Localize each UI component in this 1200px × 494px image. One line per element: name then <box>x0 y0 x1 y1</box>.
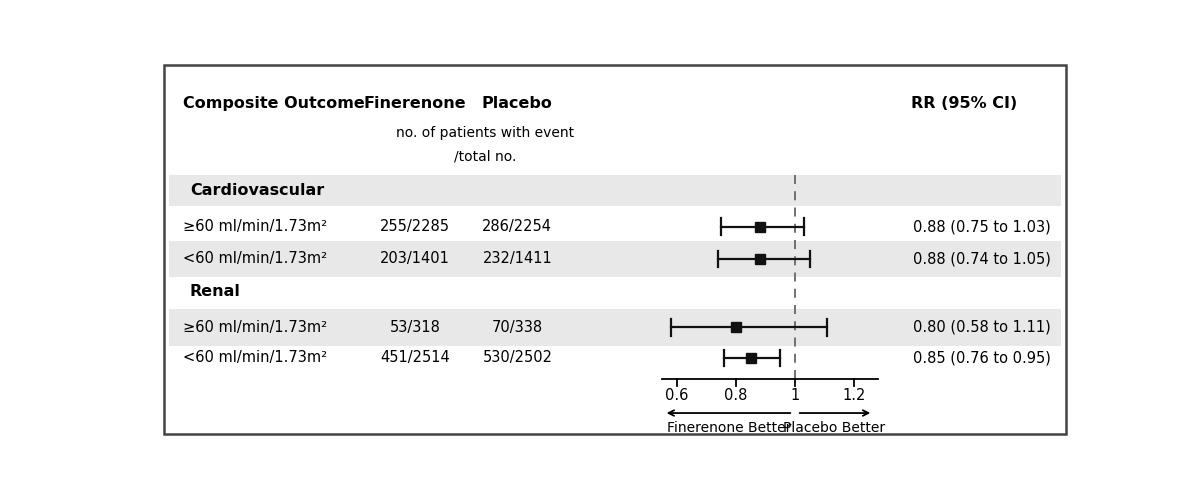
Text: 0.6: 0.6 <box>665 388 689 404</box>
Text: 286/2254: 286/2254 <box>482 219 552 234</box>
Text: 0.88 (0.75 to 1.03): 0.88 (0.75 to 1.03) <box>912 219 1050 234</box>
Text: Placebo: Placebo <box>482 95 553 111</box>
Text: 53/318: 53/318 <box>390 320 440 335</box>
Text: <60 ml/min/1.73m²: <60 ml/min/1.73m² <box>182 350 326 366</box>
FancyBboxPatch shape <box>168 175 1062 206</box>
Text: RR (95% CI): RR (95% CI) <box>911 95 1016 111</box>
FancyBboxPatch shape <box>168 241 1062 277</box>
Text: 451/2514: 451/2514 <box>380 350 450 366</box>
FancyBboxPatch shape <box>168 309 1062 346</box>
Text: no. of patients with event: no. of patients with event <box>396 126 574 140</box>
Text: /total no.: /total no. <box>454 149 516 164</box>
Text: ≥60 ml/min/1.73m²: ≥60 ml/min/1.73m² <box>182 320 326 335</box>
Text: 0.88 (0.74 to 1.05): 0.88 (0.74 to 1.05) <box>912 251 1050 266</box>
Text: 70/338: 70/338 <box>492 320 542 335</box>
Text: Cardiovascular: Cardiovascular <box>190 183 324 198</box>
Text: 0.80 (0.58 to 1.11): 0.80 (0.58 to 1.11) <box>912 320 1050 335</box>
Text: Composite Outcome: Composite Outcome <box>182 95 365 111</box>
Text: Renal: Renal <box>190 284 241 299</box>
Text: 0.85 (0.76 to 0.95): 0.85 (0.76 to 0.95) <box>912 350 1050 366</box>
Text: Finerenone Better: Finerenone Better <box>667 421 792 435</box>
Text: 530/2502: 530/2502 <box>482 350 552 366</box>
Text: Finerenone: Finerenone <box>364 95 467 111</box>
Text: 232/1411: 232/1411 <box>482 251 552 266</box>
Text: Placebo Better: Placebo Better <box>782 421 886 435</box>
Text: 203/1401: 203/1401 <box>380 251 450 266</box>
Text: <60 ml/min/1.73m²: <60 ml/min/1.73m² <box>182 251 326 266</box>
FancyBboxPatch shape <box>164 65 1066 434</box>
Text: 1: 1 <box>791 388 799 404</box>
Text: 1.2: 1.2 <box>842 388 865 404</box>
Text: 255/2285: 255/2285 <box>380 219 450 234</box>
Text: 0.8: 0.8 <box>725 388 748 404</box>
Text: ≥60 ml/min/1.73m²: ≥60 ml/min/1.73m² <box>182 219 326 234</box>
